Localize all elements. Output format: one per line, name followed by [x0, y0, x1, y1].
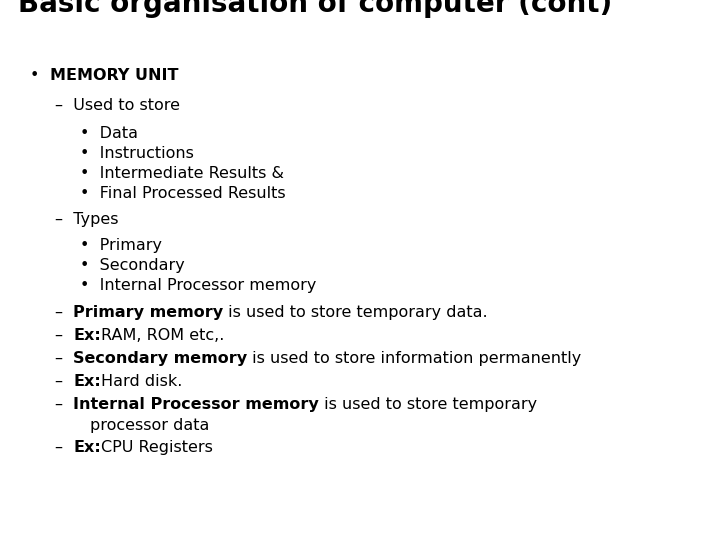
Text: •  Instructions: • Instructions: [80, 146, 194, 161]
Text: –  Types: – Types: [55, 212, 119, 227]
Text: •  Final Processed Results: • Final Processed Results: [80, 186, 286, 201]
Text: Ex:: Ex:: [73, 440, 101, 455]
Text: is used to store information permanently: is used to store information permanently: [248, 351, 582, 366]
Text: •: •: [30, 68, 50, 83]
Text: –: –: [55, 397, 73, 412]
Text: –  Used to store: – Used to store: [55, 98, 180, 113]
Text: –: –: [55, 305, 73, 320]
Text: is used to store temporary data.: is used to store temporary data.: [223, 305, 488, 320]
Text: •  Primary: • Primary: [80, 238, 162, 253]
Text: RAM, ROM etc,.: RAM, ROM etc,.: [101, 328, 225, 343]
Text: Hard disk.: Hard disk.: [101, 374, 182, 389]
Text: processor data: processor data: [90, 418, 210, 433]
Text: Ex:: Ex:: [73, 374, 101, 389]
Text: Internal Processor memory: Internal Processor memory: [73, 397, 319, 412]
Text: •  Data: • Data: [80, 126, 138, 141]
Text: –: –: [55, 440, 73, 455]
Text: Basic organisation of computer (cont): Basic organisation of computer (cont): [18, 0, 612, 18]
Text: MEMORY UNIT: MEMORY UNIT: [50, 68, 178, 83]
Text: •  Secondary: • Secondary: [80, 258, 185, 273]
Text: •  Internal Processor memory: • Internal Processor memory: [80, 278, 316, 293]
Text: Primary memory: Primary memory: [73, 305, 223, 320]
Text: •  Intermediate Results &: • Intermediate Results &: [80, 166, 284, 181]
Text: is used to store temporary: is used to store temporary: [319, 397, 537, 412]
Text: Ex:: Ex:: [73, 328, 101, 343]
Text: –: –: [55, 328, 73, 343]
Text: Secondary memory: Secondary memory: [73, 351, 248, 366]
Text: –: –: [55, 374, 73, 389]
Text: CPU Registers: CPU Registers: [101, 440, 213, 455]
Text: –: –: [55, 351, 73, 366]
